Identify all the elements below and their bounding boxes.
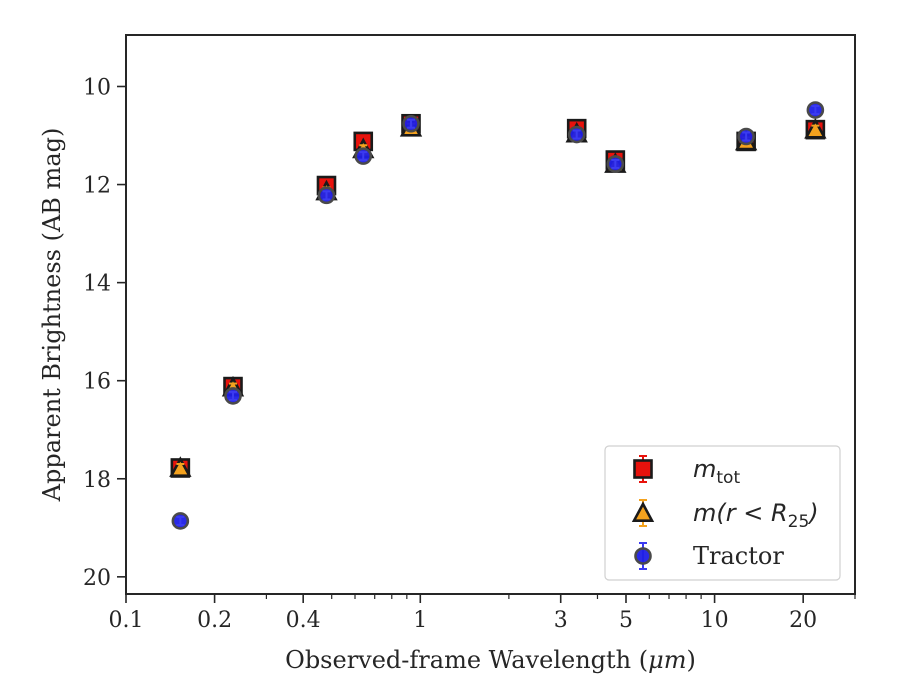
x-tick-label: 10 bbox=[701, 608, 729, 633]
x-tick-label: 0.2 bbox=[197, 608, 232, 633]
x-tick-label: 3 bbox=[554, 608, 568, 633]
legend-triangle-marker bbox=[631, 501, 655, 522]
legend-label: Tractor bbox=[693, 542, 784, 570]
series-circle bbox=[171, 101, 825, 530]
x-tick-label: 1 bbox=[413, 608, 427, 633]
axis-ticks: 0.1 0.2 0.4 1 3 5 10 20 10 12 14 16 18 20 bbox=[83, 75, 856, 633]
x-tick-label: 20 bbox=[789, 608, 817, 633]
data-points bbox=[169, 101, 827, 530]
y-tick-label: 20 bbox=[83, 566, 111, 591]
x-tick-label: 5 bbox=[619, 608, 633, 633]
x-tick-label: 0.4 bbox=[286, 608, 321, 633]
y-tick-label: 14 bbox=[83, 272, 111, 297]
x-tick-label: 0.1 bbox=[109, 608, 144, 633]
y-tick-label: 12 bbox=[83, 174, 111, 199]
y-tick-label: 10 bbox=[83, 75, 111, 100]
y-axis-label: Apparent Brightness (AB mag) bbox=[38, 128, 66, 503]
legend: mtot m(r < R25) Tractor bbox=[604, 445, 841, 581]
legend-square-marker bbox=[633, 459, 653, 479]
y-tick-label: 16 bbox=[83, 370, 111, 395]
legend-box bbox=[604, 445, 841, 581]
legend-label: m(r < R25) bbox=[693, 499, 819, 532]
x-axis-label: Observed-frame Wavelength (μm) bbox=[285, 646, 696, 674]
legend-circle-marker bbox=[634, 547, 652, 565]
legend-label: mtot bbox=[693, 455, 740, 488]
y-tick-label: 18 bbox=[83, 468, 111, 493]
